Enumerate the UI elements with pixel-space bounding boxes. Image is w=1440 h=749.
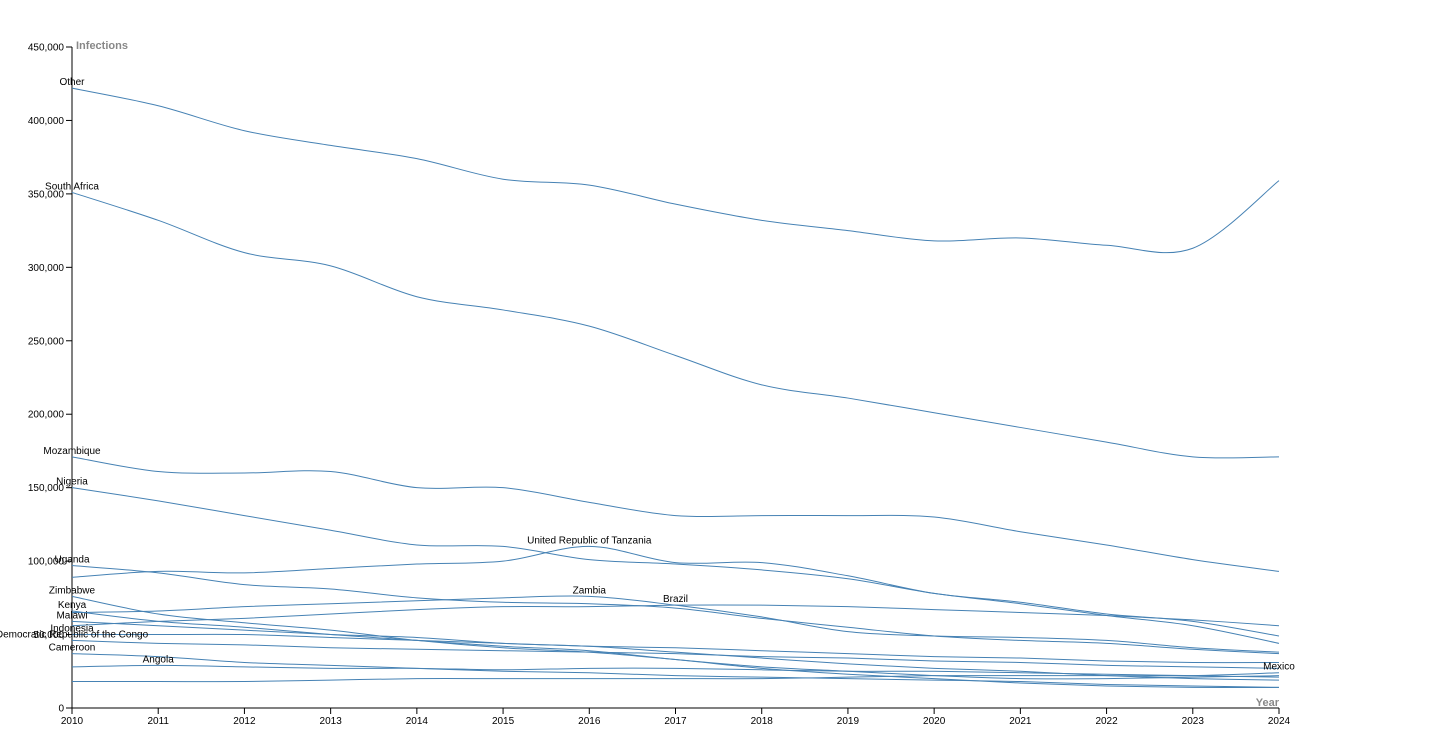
y-tick-label: 400,000 [28,116,65,127]
y-tick-label: 250,000 [28,336,65,347]
series-label: Brazil [663,594,688,605]
x-tick-label: 2010 [61,716,84,727]
x-tick-label: 2023 [1182,716,1205,727]
x-tick-label: 2013 [320,716,343,727]
y-tick-label: 350,000 [28,189,65,200]
series-line [71,545,1280,637]
series-label: Zambia [573,585,607,596]
x-tick-label: 2015 [492,716,515,727]
series-label: Nigeria [56,477,88,488]
series-label: United Republic of Tanzania [527,535,652,546]
x-tick-label: 2021 [1009,716,1032,727]
series-line [71,191,1280,459]
series-line [71,620,1280,681]
series-label: Mozambique [43,446,101,457]
series-line [71,664,1280,678]
series-label: South Africa [45,181,99,192]
x-axis-title: Year [1256,697,1280,709]
series-line [71,604,1280,627]
series-label: Angola [143,654,175,665]
series-label: Zimbabwe [49,585,96,596]
series-label: Indonesia [50,624,94,635]
x-tick-label: 2022 [1095,716,1118,727]
series-label: Malawi [56,610,87,621]
series-line [71,487,1280,644]
x-tick-label: 2020 [923,716,946,727]
x-tick-label: 2017 [664,716,687,727]
x-tick-label: 2014 [406,716,429,727]
y-tick-label: 450,000 [28,43,65,54]
series-line [71,639,1280,669]
series-line [71,672,1280,683]
x-tick-label: 2024 [1268,716,1291,727]
x-tick-label: 2019 [837,716,860,727]
x-tick-label: 2016 [578,716,601,727]
series-label: Mexico [1263,662,1295,673]
y-tick-label: 300,000 [28,263,65,274]
y-tick-label: 50,000 [33,630,64,641]
series-label: Uganda [54,555,89,566]
series-line [71,87,1280,254]
y-tick-label: 0 [58,704,64,715]
y-axis-title: Infections [76,40,128,52]
series-line [71,456,1280,572]
series-line [71,565,1280,655]
y-tick-label: 150,000 [28,483,65,494]
series-label: Kenya [58,600,87,611]
x-tick-label: 2018 [751,716,774,727]
x-tick-label: 2011 [147,716,169,727]
series-line [71,610,1280,680]
series-label: Democratic Republic of the Congo [0,629,149,640]
series-label: Cameroon [49,643,96,654]
series-line [71,633,1280,664]
series-line [71,653,1280,688]
y-tick-label: 100,000 [28,557,65,568]
y-tick-label: 200,000 [28,410,65,421]
x-tick-label: 2012 [233,716,256,727]
series-label: Other [59,77,85,88]
